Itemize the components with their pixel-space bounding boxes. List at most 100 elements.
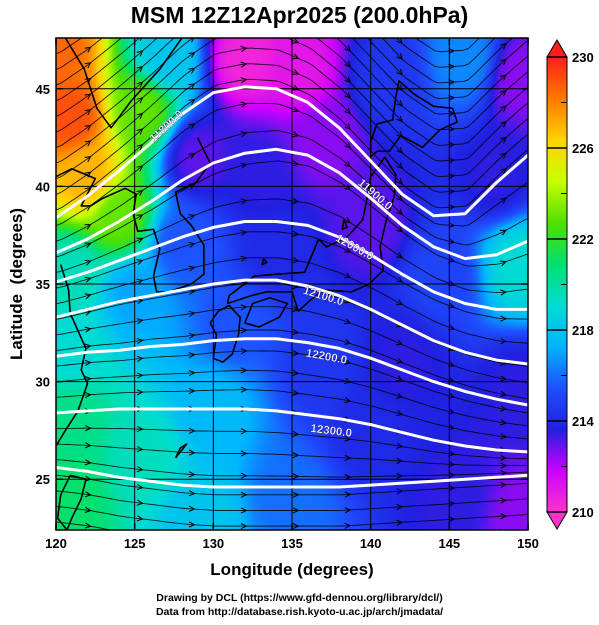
wind-arrow: [344, 123, 351, 131]
wind-arrow: [499, 260, 508, 267]
wind-arrow: [139, 38, 142, 41]
wind-arrow: [85, 32, 91, 37]
wind-arrow: [500, 454, 508, 462]
wind-arrow: [292, 7, 298, 12]
wind-arrow: [344, 474, 352, 481]
wind-arrow: [240, 229, 248, 236]
wind-arrow: [448, 392, 456, 399]
wind-arrow: [188, 449, 196, 456]
wind-arrow: [500, 390, 508, 398]
wind-arrow: [500, 28, 506, 34]
wind-arrow: [240, 348, 248, 355]
x-tick-label: 125: [124, 536, 146, 551]
wind-arrow: [500, 462, 508, 469]
wind-arrow: [449, 17, 455, 22]
wind-arrow: [500, 42, 507, 50]
wind-arrow: [396, 276, 404, 283]
wind-arrow: [136, 65, 144, 73]
wind-arrow: [292, 230, 300, 237]
wind-arrow: [188, 288, 196, 295]
coastline: [209, 304, 241, 363]
wind-arrow: [240, 101, 248, 108]
wind-arrow: [344, 161, 352, 168]
wind-arrow: [448, 222, 456, 229]
wind-arrow: [136, 165, 144, 172]
wind-arrow: [136, 278, 144, 285]
wind-arrow: [240, 386, 248, 393]
wind-arrow: [188, 241, 196, 248]
wind-arrow: [240, 77, 248, 84]
wind-arrow: [344, 358, 352, 365]
wind-arrow: [84, 359, 92, 367]
wind-arrow: [188, 51, 196, 59]
wind-arrow: [136, 237, 144, 244]
wind-arrow: [448, 485, 456, 492]
coastline: [341, 219, 348, 231]
wind-arrow: [84, 204, 92, 211]
wind-arrow: [396, 38, 403, 45]
wind-arrow: [500, 545, 506, 550]
wind-arrow: [136, 338, 144, 345]
wind-arrow: [136, 318, 144, 325]
wind-arrow: [241, 539, 246, 544]
wind-arrow: [188, 83, 196, 90]
wind-arrow: [448, 48, 456, 55]
wind-arrow: [188, 521, 196, 528]
wind-arrow: [241, 0, 247, 5]
wind-arrow: [448, 500, 456, 507]
wind-arrow: [396, 208, 403, 216]
wind-arrow: [396, 226, 403, 233]
wind-arrow: [448, 79, 456, 86]
y-tick-label: 45: [36, 82, 50, 97]
wind-arrow: [241, 31, 247, 36]
wind-arrow: [84, 475, 92, 482]
height-contour: [56, 147, 528, 261]
wind-arrow: [188, 505, 196, 512]
wind-arrow: [84, 293, 92, 300]
wind-arrow: [344, 60, 351, 68]
coastline: [369, 80, 458, 158]
streamline: [56, 38, 59, 39]
wind-arrow: [500, 419, 508, 426]
wind-arrow: [500, 120, 507, 128]
wind-arrow: [448, 471, 456, 478]
wind-arrow: [500, 89, 507, 97]
wind-arrow: [84, 442, 92, 449]
wind-arrow: [396, 299, 404, 306]
y-tick-label: 35: [36, 277, 50, 292]
wind-arrow: [84, 375, 92, 383]
wind-arrow: [499, 229, 508, 236]
wind-arrow: [240, 162, 248, 169]
wind-arrow: [84, 187, 92, 194]
wind-arrow: [396, 442, 404, 449]
coastline: [56, 474, 87, 530]
wind-arrow: [448, 238, 456, 245]
wind-arrow: [500, 74, 507, 81]
wind-arrow: [345, 14, 351, 20]
wind-arrow: [292, 430, 300, 437]
coastline: [64, 38, 183, 129]
colorbar-tick-label: 214: [572, 414, 594, 429]
wind-arrow: [396, 519, 404, 526]
wind-arrow: [396, 68, 403, 76]
wind-arrow: [292, 257, 300, 264]
coastline: [261, 258, 268, 266]
wind-arrow: [84, 46, 92, 53]
wind-arrow: [84, 140, 92, 147]
wind-arrow: [292, 491, 300, 498]
colorbar-min-triangle: [546, 511, 568, 530]
wind-arrow: [84, 171, 92, 178]
wind-arrow: [292, 369, 300, 376]
wind-arrow: [396, 392, 404, 399]
wind-arrow: [292, 305, 300, 312]
wind-arrow: [240, 281, 248, 288]
wind-arrow: [136, 446, 144, 453]
colorbar-tick-label: 230: [572, 50, 594, 65]
wind-arrow: [240, 198, 248, 205]
height-contour: [56, 337, 528, 407]
wind-arrow: [240, 491, 248, 498]
wind-arrow: [344, 397, 352, 404]
wind-arrow: [344, 272, 352, 279]
y-tick-label: 30: [36, 375, 50, 390]
